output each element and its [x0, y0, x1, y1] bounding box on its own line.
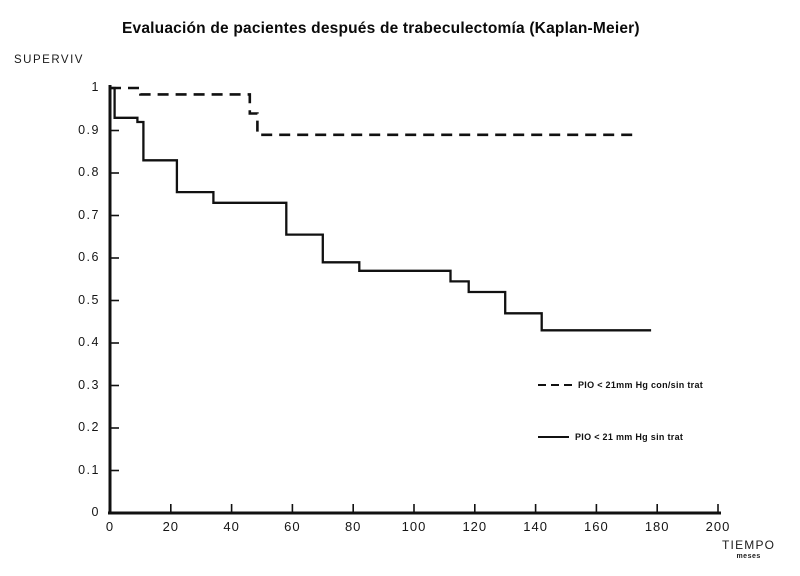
y-tick-label: 0	[91, 505, 100, 519]
series-solid-curve	[110, 86, 652, 332]
y-tick-label: 0.9	[78, 122, 100, 137]
x-tick-label: 40	[223, 519, 240, 534]
x-tick-label: 140	[523, 519, 548, 534]
dashed-line-marker-icon	[538, 383, 572, 387]
legend-item-con-sin-trat: PIO < 21mm Hg con/sin trat	[538, 380, 703, 390]
x-tick-label: 180	[644, 519, 670, 534]
y-tick-label: 1	[91, 80, 100, 94]
y-tick-label: 0.4	[78, 335, 100, 349]
legend-item-sin-trat: PIO < 21 mm Hg sin trat	[538, 432, 683, 442]
y-tick-label: 0.6	[78, 250, 100, 264]
y-tick-label: 0.1	[78, 462, 100, 477]
y-tick-label: 0.7	[78, 207, 100, 222]
x-tick-label: 160	[584, 519, 609, 534]
x-tick-label: 60	[284, 519, 301, 534]
x-tick-label: 80	[344, 519, 362, 534]
solid-line-marker-icon	[538, 435, 569, 439]
x-tick-label: 200	[705, 519, 731, 534]
chart-title: Evaluación de pacientes después de trabe…	[122, 20, 640, 37]
legend-label: PIO < 21 mm Hg sin trat	[575, 432, 684, 442]
x-tick-label: 100	[401, 519, 427, 534]
x-axis-title-group: TIEMPO meses	[722, 538, 775, 560]
x-tick-label: 120	[462, 519, 488, 534]
x-axis-title: TIEMPO	[722, 538, 776, 552]
y-tick-label: 0.5	[78, 292, 100, 307]
y-tick-label: 0.2	[78, 420, 100, 434]
series-dashed-curve	[110, 86, 639, 137]
x-tick-label: 20	[162, 519, 180, 534]
x-tick-label: 0	[105, 519, 115, 534]
legend-label: PIO < 21mm Hg con/sin trat	[578, 380, 704, 390]
x-axis-subtitle: meses	[736, 553, 761, 560]
y-tick-label: 0.3	[78, 377, 100, 392]
y-axis-title: SUPERVIV	[14, 54, 84, 66]
y-tick-label: 0.8	[78, 165, 100, 179]
